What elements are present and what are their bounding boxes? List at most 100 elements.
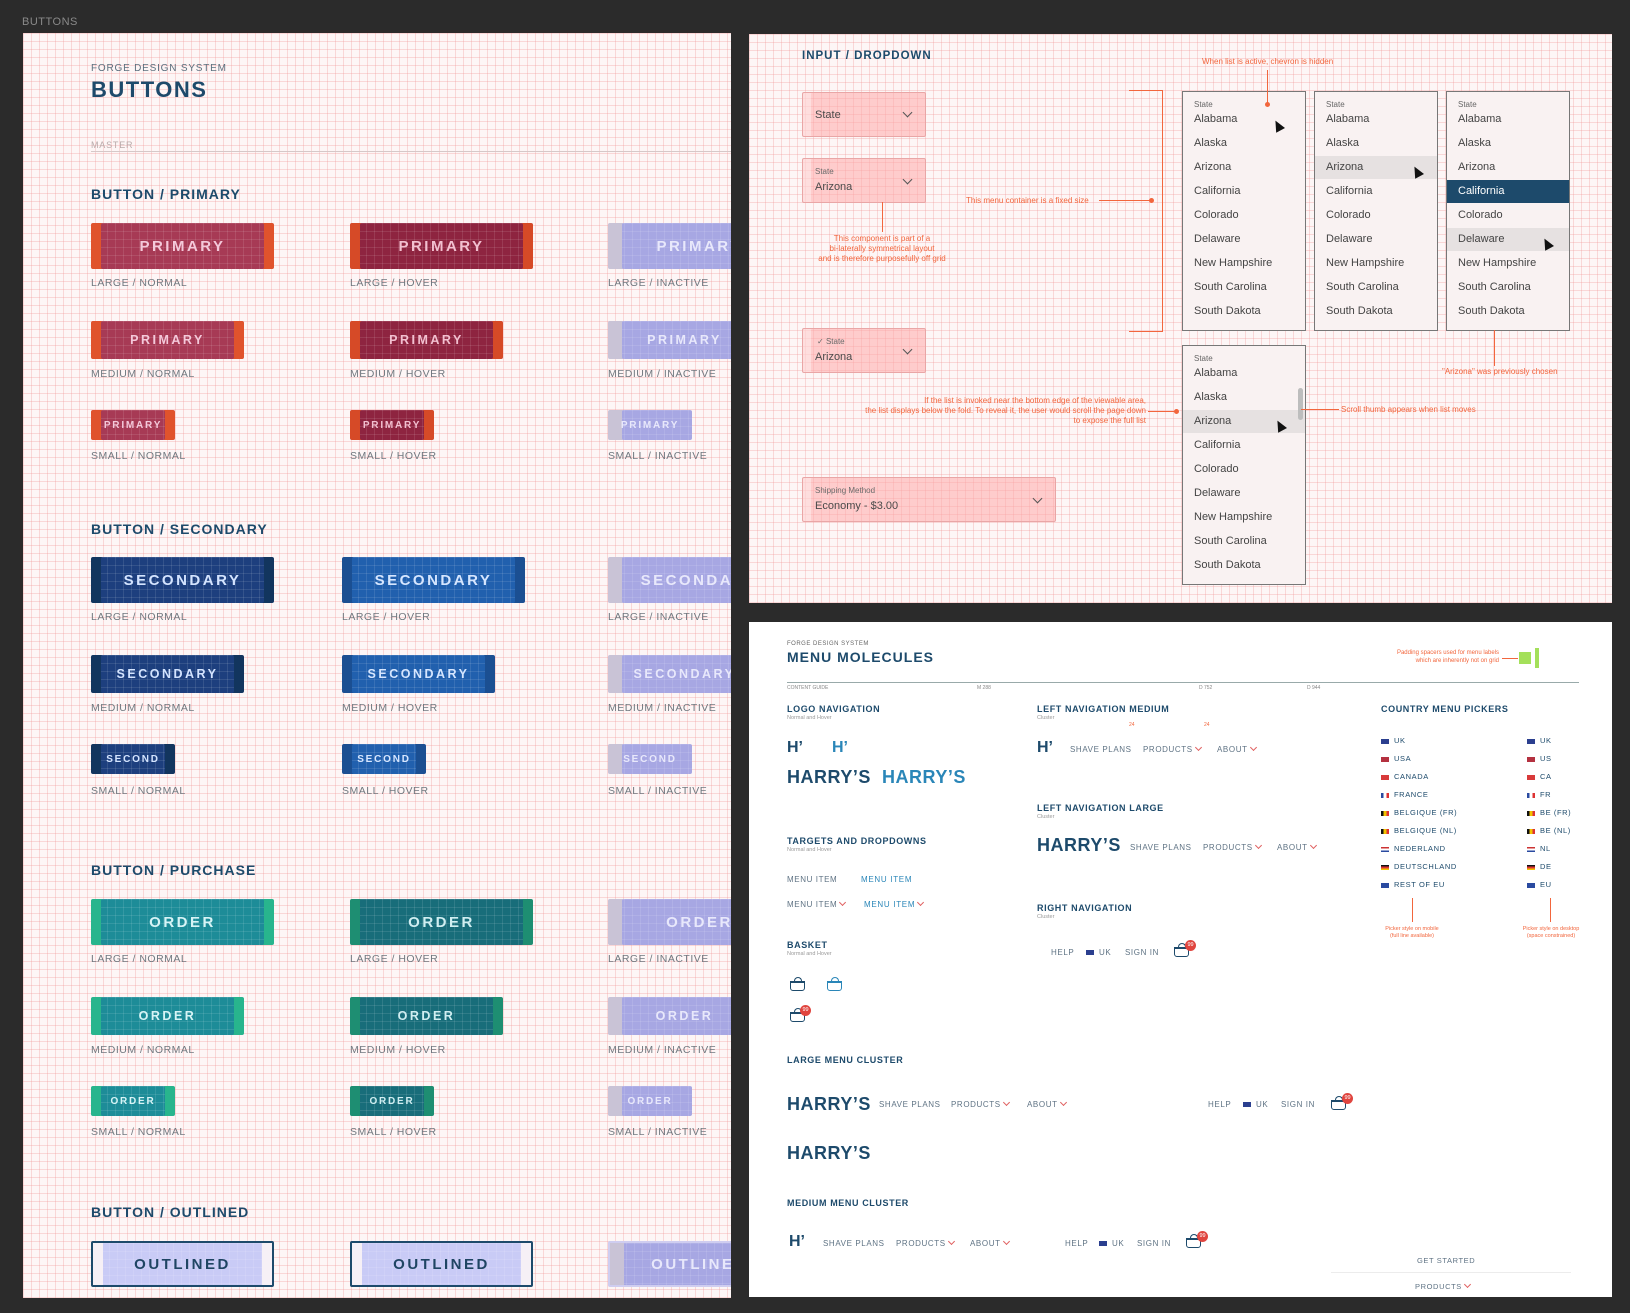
nav-shave-plans[interactable]: SHAVE PLANS xyxy=(879,1100,941,1109)
nav-about[interactable]: ABOUT xyxy=(1027,1098,1067,1109)
country-option[interactable]: BELGIQUE (FR) xyxy=(1381,808,1457,817)
country-option[interactable]: BE (NL) xyxy=(1527,826,1571,835)
nav-sign-in[interactable]: SIGN IN xyxy=(1137,1239,1171,1248)
nav-shave-plans[interactable]: SHAVE PLANS xyxy=(823,1239,885,1248)
nav-about[interactable]: ABOUT xyxy=(1217,743,1257,754)
wordmark-hover[interactable]: HARRY’S xyxy=(882,767,966,787)
wordmark[interactable]: HARRY’S xyxy=(787,1143,871,1163)
menu-item-hover[interactable]: MENU ITEM xyxy=(861,875,913,884)
country-option[interactable]: FR xyxy=(1527,790,1551,799)
nav-shave-plans[interactable]: SHAVE PLANS xyxy=(1070,745,1132,754)
list-item[interactable]: South Carolina xyxy=(1326,281,1399,293)
wordmark-normal[interactable]: HARRY’S xyxy=(787,767,871,787)
secondary-small-hover-button[interactable]: SECOND xyxy=(342,744,426,774)
country-option[interactable]: DE xyxy=(1527,862,1552,871)
list-item[interactable]: South Dakota xyxy=(1194,305,1261,317)
primary-medium-normal-button[interactable]: PRIMARY xyxy=(91,321,244,359)
list-item[interactable]: South Dakota xyxy=(1326,305,1393,317)
logo-mark[interactable]: H’ xyxy=(789,1233,805,1250)
nav-help[interactable]: HELP xyxy=(1065,1239,1089,1248)
state-list-open[interactable]: State Alabama Alaska Arizona California … xyxy=(1182,91,1306,331)
list-item[interactable]: New Hampshire xyxy=(1194,257,1273,269)
secondary-large-normal-button[interactable]: SECONDARY xyxy=(91,557,274,603)
country-option[interactable]: EU xyxy=(1527,880,1552,889)
nav-products[interactable]: PRODUCTS xyxy=(1143,743,1202,754)
primary-small-normal-button[interactable]: PRIMARY xyxy=(91,410,175,440)
nav-help[interactable]: HELP xyxy=(1208,1100,1232,1109)
nav-shave-plans[interactable]: SHAVE PLANS xyxy=(1130,843,1192,852)
list-item[interactable]: South Dakota xyxy=(1458,305,1525,317)
state-dropdown-filled[interactable]: State Arizona xyxy=(802,158,926,203)
nav-country[interactable]: UK xyxy=(1243,1100,1268,1109)
order-large-hover-button[interactable]: ORDER xyxy=(350,899,533,945)
secondary-medium-normal-button[interactable]: SECONDARY xyxy=(91,655,244,693)
list-item[interactable]: California xyxy=(1194,185,1241,197)
nav-country[interactable]: UK xyxy=(1099,1239,1124,1248)
nav-sign-in[interactable]: SIGN IN xyxy=(1281,1100,1315,1109)
list-item[interactable]: Alabama xyxy=(1326,113,1370,125)
primary-large-normal-button[interactable]: PRIMARY xyxy=(91,223,274,269)
outlined-large-normal-button[interactable]: OUTLINED xyxy=(91,1241,274,1287)
wordmark[interactable]: HARRY’S xyxy=(787,1094,871,1114)
country-option[interactable]: BE (FR) xyxy=(1527,808,1571,817)
nav-country[interactable]: UK xyxy=(1086,948,1111,957)
wordmark[interactable]: HARRY’S xyxy=(1037,835,1121,855)
scroll-thumb[interactable] xyxy=(1298,388,1303,420)
list-item[interactable]: Alaska xyxy=(1458,137,1492,149)
list-item[interactable]: Colorado xyxy=(1458,209,1503,221)
list-item[interactable]: South Carolina xyxy=(1458,281,1531,293)
country-option[interactable]: UK xyxy=(1381,736,1406,745)
menu-item-dropdown-normal[interactable]: MENU ITEM xyxy=(787,898,847,909)
list-item[interactable]: Delaware xyxy=(1194,233,1241,245)
logo-mark[interactable]: H’ xyxy=(1037,739,1053,756)
list-item[interactable]: Colorado xyxy=(1194,463,1239,475)
basket-icon[interactable] xyxy=(790,977,805,991)
list-item[interactable]: Colorado xyxy=(1194,209,1239,221)
list-item-hovered[interactable]: Delaware xyxy=(1447,228,1569,251)
primary-large-hover-button[interactable]: PRIMARY xyxy=(350,223,533,269)
list-item[interactable]: Delaware xyxy=(1326,233,1373,245)
country-option[interactable]: NEDERLAND xyxy=(1381,844,1446,853)
products-dropdown[interactable]: PRODUCTS xyxy=(1415,1280,1471,1291)
shipping-method-dropdown[interactable]: Shipping Method Economy - $3.00 xyxy=(802,477,1056,522)
list-item[interactable]: Alaska xyxy=(1326,137,1360,149)
order-small-hover-button[interactable]: ORDER xyxy=(350,1086,434,1116)
country-option[interactable]: DEUTSCHLAND xyxy=(1381,862,1457,871)
list-item[interactable]: New Hampshire xyxy=(1326,257,1405,269)
list-item[interactable]: South Carolina xyxy=(1194,281,1267,293)
country-option[interactable]: USA xyxy=(1381,754,1411,763)
country-option[interactable]: CA xyxy=(1527,772,1552,781)
list-item[interactable]: Alabama xyxy=(1194,113,1238,125)
primary-small-hover-button[interactable]: PRIMARY xyxy=(350,410,434,440)
get-started-link[interactable]: GET STARTED xyxy=(1417,1256,1476,1265)
list-item[interactable]: Alaska xyxy=(1194,391,1228,403)
state-list-hover[interactable]: State Alabama Alaska Arizona California … xyxy=(1314,91,1438,331)
list-item[interactable]: Alabama xyxy=(1194,367,1238,379)
list-item[interactable]: South Dakota xyxy=(1194,559,1261,571)
country-option[interactable]: CANADA xyxy=(1381,772,1429,781)
country-option[interactable]: REST OF EU xyxy=(1381,880,1445,889)
country-option[interactable]: UK xyxy=(1527,736,1552,745)
logo-mark-normal[interactable]: H’ xyxy=(787,739,803,756)
list-item[interactable]: South Carolina xyxy=(1194,535,1267,547)
list-item[interactable]: New Hampshire xyxy=(1194,511,1273,523)
state-list-below-fold[interactable]: State Alabama Alaska Arizona California … xyxy=(1182,345,1306,585)
nav-about[interactable]: ABOUT xyxy=(1277,841,1317,852)
list-item[interactable]: Alaska xyxy=(1194,137,1228,149)
list-item[interactable]: Arizona xyxy=(1458,161,1496,173)
nav-products[interactable]: PRODUCTS xyxy=(1203,841,1262,852)
secondary-large-hover-button[interactable]: SECONDARY xyxy=(342,557,525,603)
country-option[interactable]: FRANCE xyxy=(1381,790,1428,799)
country-option[interactable]: US xyxy=(1527,754,1552,763)
country-option[interactable]: NL xyxy=(1527,844,1551,853)
basket-icon-hover[interactable] xyxy=(827,977,842,991)
outlined-large-hover-button[interactable]: OUTLINED xyxy=(350,1241,533,1287)
state-dropdown-validated[interactable]: ✓ State Arizona xyxy=(802,328,926,373)
list-item-hovered[interactable]: Arizona xyxy=(1315,156,1437,179)
list-item[interactable]: Arizona xyxy=(1194,161,1232,173)
list-item[interactable]: California xyxy=(1194,439,1241,451)
secondary-small-normal-button[interactable]: SECOND xyxy=(91,744,175,774)
country-option[interactable]: BELGIQUE (NL) xyxy=(1381,826,1457,835)
list-item-selected[interactable]: California xyxy=(1447,180,1569,203)
order-medium-normal-button[interactable]: ORDER xyxy=(91,997,244,1035)
